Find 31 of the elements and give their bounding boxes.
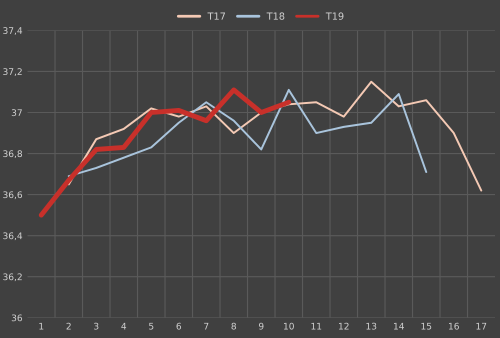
x-tick-label: 12 <box>339 322 349 330</box>
legend-label: T18 <box>266 12 284 20</box>
x-tick-label: 3 <box>94 322 98 330</box>
line-series <box>68 88 428 178</box>
x-tick-label: 17 <box>476 322 486 330</box>
x-tick-label: 6 <box>176 322 182 330</box>
legend-label: T17 <box>208 12 226 20</box>
y-tick-label: 36,2 <box>3 273 22 282</box>
y-tick-label: 36 <box>12 314 22 322</box>
y-tick-label: 36,4 <box>3 232 22 240</box>
x-tick-label: 4 <box>121 322 126 330</box>
x-tick-label: 10 <box>284 322 294 330</box>
x-tick-label: 2 <box>66 322 71 330</box>
x-tick-label: 16 <box>449 322 459 330</box>
y-tick-label: 37 <box>12 109 22 116</box>
x-tick-label: 9 <box>258 322 264 330</box>
x-tick-label: 1 <box>39 322 44 330</box>
line-series <box>38 88 292 218</box>
line-series <box>68 80 482 192</box>
x-tick-label: 8 <box>231 322 236 330</box>
x-tick-label: 14 <box>394 322 404 330</box>
x-tick-label: 5 <box>149 322 154 330</box>
x-tick-label: 13 <box>366 322 376 330</box>
y-tick-label: 36,8 <box>3 150 22 158</box>
x-tick-label: 11 <box>312 322 322 330</box>
x-tick-label: 15 <box>422 322 432 330</box>
y-tick-label: 36,6 <box>3 191 22 200</box>
x-tick-label: 7 <box>204 322 208 330</box>
y-tick-label: 37,4 <box>3 27 22 35</box>
y-tick-label: 37,2 <box>3 68 22 76</box>
legend-label: T19 <box>326 12 344 20</box>
